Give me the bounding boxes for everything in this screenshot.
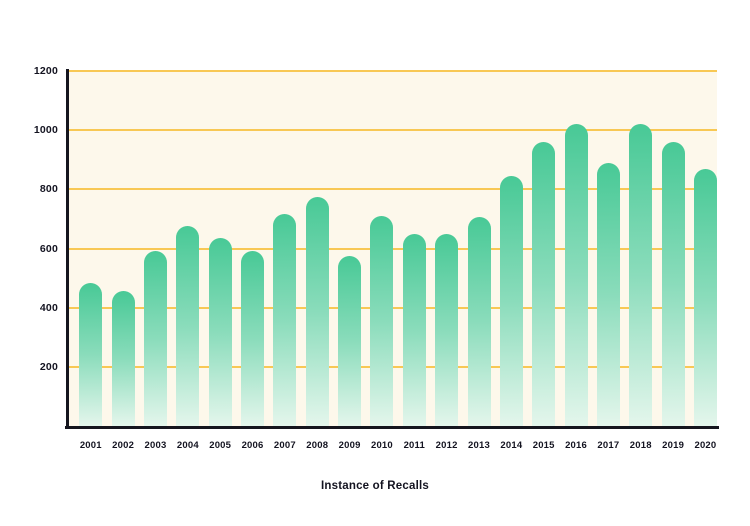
- bar-2001[interactable]: [79, 282, 103, 426]
- x-axis-title: Instance of Recalls: [321, 480, 429, 492]
- x-tick-label-2009: 2009: [338, 440, 361, 451]
- bar-2017[interactable]: [596, 162, 620, 426]
- x-tick-label-2013: 2013: [468, 440, 490, 451]
- x-tick-label-2017: 2017: [597, 440, 620, 451]
- bar-2010[interactable]: [370, 215, 394, 426]
- x-tick-label-2011: 2011: [403, 440, 425, 451]
- x-tick-label-2005: 2005: [209, 440, 232, 451]
- bar-2014[interactable]: [499, 176, 523, 426]
- gridline-800: [69, 188, 717, 191]
- bar-2008[interactable]: [305, 196, 329, 426]
- bar-2020[interactable]: [693, 168, 717, 426]
- bar-2004[interactable]: [176, 226, 200, 426]
- x-tick-label-2014: 2014: [500, 440, 523, 451]
- x-tick-label-2019: 2019: [662, 440, 685, 451]
- x-tick-label-2004: 2004: [176, 440, 199, 451]
- x-tick-label-2003: 2003: [144, 440, 167, 451]
- x-tick-label-2012: 2012: [435, 440, 458, 451]
- y-tick-label-600: 600: [39, 242, 58, 255]
- gridline-1200: [69, 70, 717, 72]
- bar-2009[interactable]: [338, 255, 362, 426]
- x-tick-label-2001: 2001: [79, 440, 102, 451]
- x-tick-label-2016: 2016: [565, 440, 588, 451]
- x-tick-label-2020: 2020: [694, 440, 717, 451]
- bar-2005[interactable]: [208, 238, 232, 426]
- y-tick-label-800: 800: [39, 183, 58, 196]
- y-axis-line: [66, 69, 69, 429]
- x-tick-label-2018: 2018: [629, 440, 652, 451]
- bar-2016[interactable]: [564, 124, 588, 426]
- x-tick-label-2002: 2002: [112, 440, 135, 451]
- x-tick-label-2007: 2007: [273, 440, 296, 451]
- bar-2019[interactable]: [661, 142, 685, 426]
- bar-2006[interactable]: [241, 251, 265, 426]
- bar-2007[interactable]: [273, 214, 297, 426]
- y-tick-label-1200: 1200: [33, 65, 58, 77]
- x-axis-line: [65, 426, 719, 429]
- bar-2013[interactable]: [467, 217, 491, 426]
- bar-2003[interactable]: [144, 251, 167, 426]
- bar-2018[interactable]: [629, 124, 653, 426]
- x-tick-label-2010: 2010: [370, 440, 393, 451]
- x-tick-label-2006: 2006: [241, 440, 264, 451]
- x-tick-label-2008: 2008: [306, 440, 329, 451]
- y-tick-label-400: 400: [39, 301, 58, 314]
- bar-2015[interactable]: [532, 142, 556, 426]
- y-tick-label-1000: 1000: [33, 124, 58, 137]
- bar-2002[interactable]: [111, 291, 135, 426]
- bar-2012[interactable]: [435, 233, 459, 426]
- bar-2011[interactable]: [402, 233, 426, 426]
- x-tick-label-2015: 2015: [532, 440, 555, 451]
- gridline-1000: [69, 129, 717, 132]
- y-tick-label-200: 200: [39, 360, 58, 373]
